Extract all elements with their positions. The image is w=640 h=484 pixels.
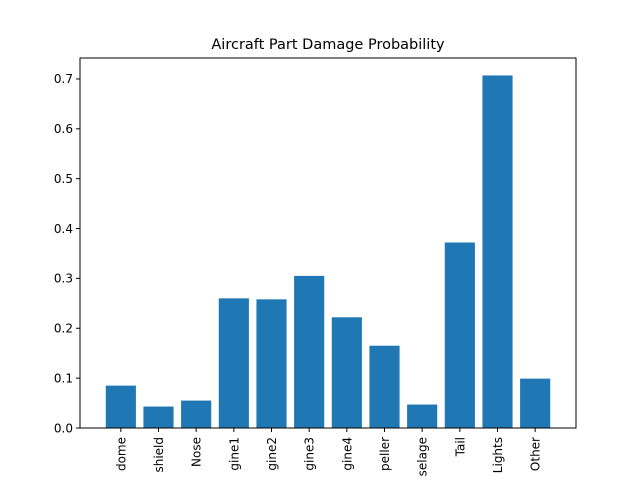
x-tick-label: gine3 — [303, 437, 317, 471]
y-tick-label: 0.1 — [54, 371, 73, 385]
y-tick-label: 0.0 — [54, 421, 73, 435]
bar — [218, 298, 249, 428]
x-tick-label: peller — [378, 437, 392, 471]
y-axis: 0.0 0.1 0.2 0.3 0.4 0.5 0.6 0.7 — [54, 72, 80, 435]
bar — [256, 299, 287, 428]
x-tick-label: gine1 — [227, 437, 241, 471]
x-axis: dome shield Nose gine1 gine2 gine3 gine4 peller… — [114, 428, 543, 476]
bar — [143, 406, 174, 428]
bars-group — [105, 75, 551, 429]
bar — [369, 345, 400, 428]
x-tick-label: Lights — [491, 437, 505, 473]
x-tick-label: selage — [416, 437, 430, 476]
axes-frame — [79, 57, 577, 429]
bar — [444, 242, 475, 428]
y-tick-label: 0.5 — [54, 172, 73, 186]
bar — [294, 275, 325, 428]
x-tick-label: Tail — [453, 437, 467, 457]
bar — [181, 400, 212, 428]
x-tick-label: Other — [529, 437, 543, 471]
y-tick-label: 0.4 — [54, 222, 73, 236]
chart-title: Aircraft Part Damage Probability — [211, 37, 445, 53]
bar — [407, 404, 438, 428]
x-tick-label: gine4 — [340, 437, 354, 471]
y-tick-label: 0.6 — [54, 122, 73, 136]
bar — [482, 75, 513, 429]
y-tick-label: 0.3 — [54, 272, 73, 286]
x-tick-label: shield — [152, 437, 166, 473]
x-tick-label: gine2 — [265, 437, 279, 471]
x-tick-label: dome — [114, 437, 128, 471]
y-tick-label: 0.2 — [54, 322, 73, 336]
bar — [331, 317, 362, 428]
y-tick-label: 0.7 — [54, 72, 73, 86]
x-tick-label: Nose — [190, 437, 204, 467]
bar — [105, 385, 136, 428]
bar — [520, 378, 551, 428]
